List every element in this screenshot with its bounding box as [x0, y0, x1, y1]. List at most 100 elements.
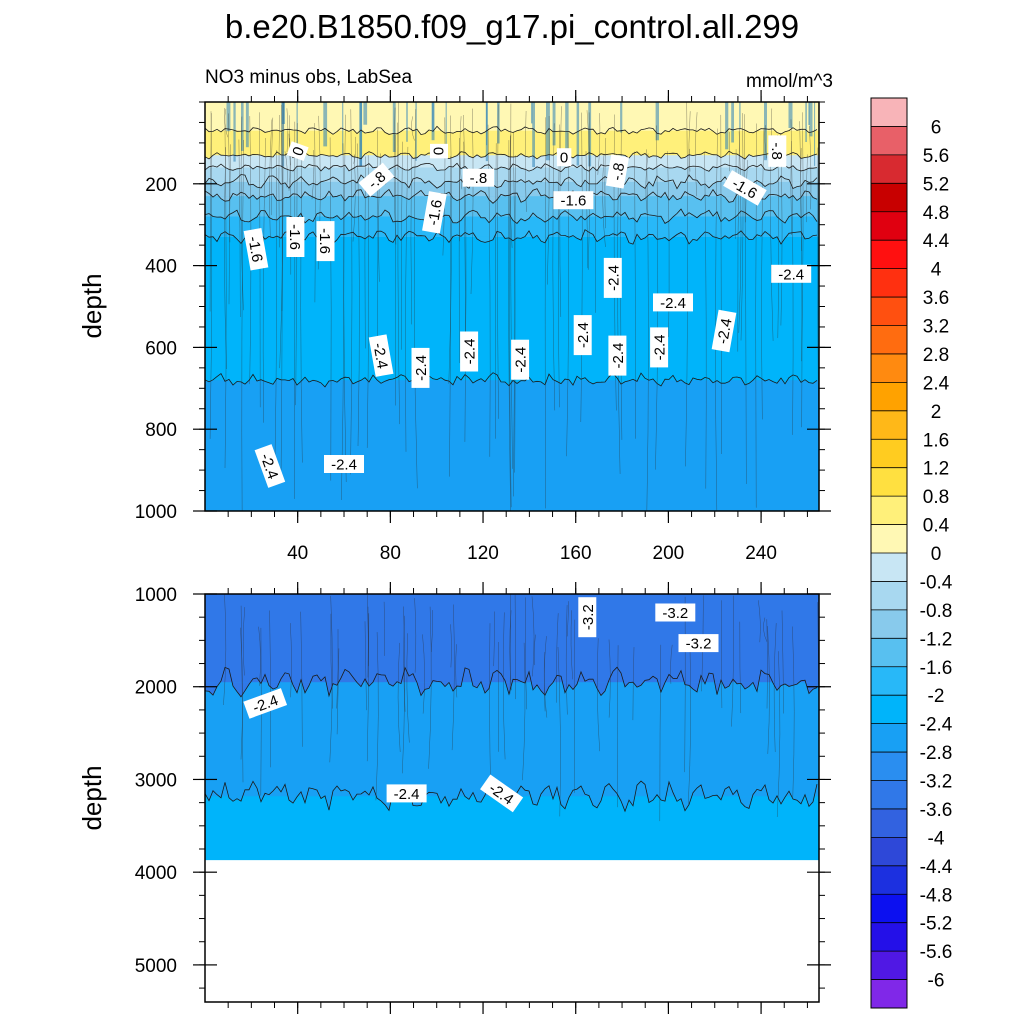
- contour-label-upper-16: -2.4: [573, 315, 592, 356]
- contour-label-text: -.8: [470, 170, 488, 187]
- y-tick-label-upper: 800: [145, 420, 177, 441]
- colorbar-label: 1.2: [923, 459, 949, 480]
- streak-upper-27: [329, 137, 332, 481]
- contour-fill-upper-2: [205, 151, 819, 160]
- colorbar-label: 4.8: [923, 203, 949, 224]
- colorbar-swatch-11: [871, 410, 907, 440]
- contour-label-box: [650, 327, 669, 368]
- colorbar-swatch-12: [871, 439, 907, 469]
- contour-label-upper-20: -2.4: [368, 334, 394, 377]
- streak-upper-105: [817, 147, 819, 441]
- colorbar-label: 1.6: [923, 430, 949, 451]
- streak-lower-47: [330, 613, 333, 709]
- band-upper-0: [205, 102, 819, 132]
- colorbar-swatch-13: [871, 467, 907, 497]
- streak-lower-58: [763, 617, 768, 642]
- streak-lower-2: [397, 642, 401, 753]
- streak-upper-115: [688, 111, 691, 177]
- surface-spike-23: [565, 102, 569, 149]
- contour-label-box: [430, 143, 448, 159]
- colorbar-swatch-27: [871, 865, 907, 895]
- colorbar-swatch-0: [871, 98, 907, 127]
- streak-upper-100: [400, 141, 403, 350]
- contour-label-box: [603, 257, 622, 298]
- contour-label-box: [678, 634, 719, 653]
- streak-upper-96: [280, 104, 283, 470]
- contour-label-text: -1.6: [560, 193, 586, 210]
- contour-label-box: [286, 141, 309, 161]
- streak-upper-103: [509, 134, 513, 248]
- colorbar-swatch-5: [871, 240, 907, 270]
- streak-upper-50: [764, 125, 767, 159]
- colorbar-swatch-19: [871, 638, 907, 668]
- streak-lower-34: [336, 648, 340, 735]
- lower-panel-frame: [204, 593, 820, 1003]
- streak-upper-0: [602, 153, 606, 248]
- streak-upper-46: [597, 113, 601, 175]
- contour-label-box: [655, 603, 696, 622]
- contour-label-upper-22: -2.4: [460, 331, 479, 372]
- streak-upper-91: [704, 152, 707, 489]
- streak-upper-76: [357, 143, 360, 447]
- band-upper-2: [205, 155, 819, 168]
- streak-lower-0: [758, 600, 761, 643]
- streak-upper-5: [617, 158, 621, 474]
- streak-upper-58: [513, 132, 516, 473]
- colorbar-swatch-6: [871, 268, 907, 298]
- contour-fill-upper-3: [205, 163, 819, 172]
- streak-upper-86: [270, 117, 274, 216]
- streak-upper-67: [288, 138, 291, 191]
- streak-upper-34: [286, 108, 289, 153]
- streak-lower-33: [502, 612, 506, 760]
- streak-lower-5: [557, 646, 561, 817]
- y-tick-label-upper: 400: [145, 257, 177, 278]
- streak-lower-10: [596, 638, 600, 752]
- contour-label-text: 0: [430, 147, 447, 155]
- colorbar-swatch-3: [871, 183, 907, 213]
- contour-label-text: -1.6: [316, 228, 333, 254]
- colorbar-label: -2.4: [920, 715, 953, 736]
- contour-label-lower-2: -3.2: [678, 634, 719, 653]
- colorbar-swatch-28: [871, 894, 907, 924]
- colorbar: 6 5.6 5.2 4.8 4.4 4 3.6 3.2 2.8 2.4 2 1.6 1.2 0.8 0.4 0…: [870, 97, 953, 1009]
- contour-label-box: [386, 784, 427, 803]
- streak-upper-41: [352, 154, 356, 242]
- x-tick-label: 200: [653, 543, 685, 564]
- streak-upper-9: [559, 106, 562, 317]
- chart-title: b.e20.B1850.f09_g17.pi_control.all.299: [225, 8, 799, 45]
- surface-spike-18: [415, 102, 417, 161]
- streak-lower-57: [608, 639, 611, 718]
- streak-lower-67: [431, 610, 433, 653]
- colorbar-label: 2.4: [923, 373, 950, 394]
- colorbar-swatch-7: [871, 297, 907, 326]
- contour-label-box: [286, 217, 305, 257]
- streak-lower-38: [731, 595, 734, 727]
- streak-lower-26: [242, 607, 246, 676]
- colorbar-swatch-21: [871, 695, 907, 725]
- streak-lower-12: [659, 644, 662, 822]
- contour-label-text: -2.4: [331, 457, 357, 474]
- colorbar-label: 5.2: [923, 174, 949, 195]
- colorbar-label: 4: [931, 260, 942, 281]
- colorbar-swatch-10: [871, 382, 907, 412]
- streak-upper-6: [241, 139, 244, 511]
- contour-label-text: -3.2: [662, 605, 688, 622]
- streak-upper-30: [715, 128, 718, 511]
- y-tick-label-lower: 3000: [135, 770, 177, 791]
- contour-label-upper-18: -2.4: [650, 327, 669, 368]
- streak-upper-28: [343, 114, 347, 483]
- streak-lower-28: [493, 611, 495, 667]
- streak-upper-61: [228, 144, 231, 305]
- streak-lower-55: [290, 623, 292, 698]
- surface-spike-36: [485, 102, 488, 162]
- streak-upper-43: [405, 146, 409, 452]
- contour-label-box: [411, 347, 430, 388]
- colorbar-swatch-22: [871, 723, 907, 753]
- streak-lower-66: [670, 644, 673, 684]
- contour-label-box: [324, 455, 364, 473]
- no-data-region: [205, 860, 819, 1002]
- contour-label-text: -2.4: [394, 786, 420, 803]
- contour-label-box: [711, 309, 737, 353]
- contour-label-text: -3.2: [580, 604, 597, 630]
- streak-upper-49: [689, 148, 691, 172]
